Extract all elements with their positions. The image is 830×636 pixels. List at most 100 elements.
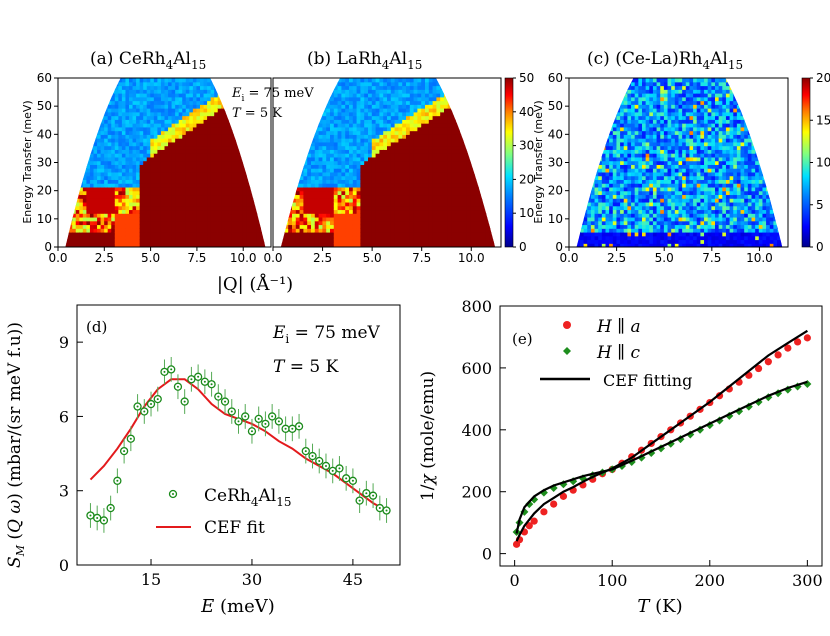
heatmap-cell bbox=[121, 168, 127, 173]
heatmap-cell bbox=[352, 198, 358, 203]
heatmap-cell bbox=[280, 235, 282, 241]
heatmap-cell bbox=[200, 183, 205, 188]
heatmap-cell bbox=[398, 228, 403, 233]
heatmap-cell bbox=[121, 93, 127, 98]
heatmap-cell bbox=[160, 156, 166, 162]
heatmap-cell bbox=[390, 123, 396, 128]
heatmap-cell bbox=[136, 78, 141, 83]
heatmap-cell bbox=[394, 164, 399, 169]
heatmap-cell bbox=[178, 224, 183, 229]
heatmap-cell bbox=[341, 231, 346, 237]
heatmap-cell bbox=[428, 190, 434, 196]
heatmap-cell bbox=[89, 194, 95, 199]
heatmap-cell bbox=[444, 119, 449, 124]
heatmap-cell bbox=[139, 243, 144, 247]
heatmap-cell bbox=[72, 216, 77, 222]
heatmap-cell bbox=[150, 93, 155, 98]
heatmap-cell bbox=[175, 186, 180, 192]
heatmap-cell bbox=[217, 168, 222, 173]
heatmap-cell bbox=[455, 175, 460, 180]
heatmap-cell bbox=[178, 231, 183, 237]
heatmap-cell bbox=[299, 160, 304, 165]
heatmap-cell bbox=[114, 209, 119, 214]
heatmap-cell bbox=[139, 78, 144, 83]
heatmap-panel-a: (a) CeRh4Al15 0.0 2.5 5.0 7.5 10.00102030405… bbox=[21, 49, 314, 265]
heatmap-cell bbox=[387, 213, 392, 218]
heatmap-cell bbox=[104, 209, 109, 214]
heatmap-cell bbox=[447, 153, 453, 158]
heatmap-cell bbox=[387, 89, 392, 94]
heatmap-cell bbox=[97, 220, 102, 226]
heatmap-cell bbox=[249, 243, 254, 247]
heatmap-cell bbox=[242, 126, 247, 132]
heatmap-cell bbox=[299, 149, 304, 154]
heatmap-cell bbox=[406, 228, 411, 233]
heatmap-cell bbox=[157, 149, 162, 154]
heatmap-cell bbox=[129, 123, 134, 128]
heatmap-cell bbox=[139, 119, 144, 124]
heatmap-cell bbox=[447, 160, 453, 165]
heatmap-cell bbox=[143, 171, 148, 177]
heatmap-cell bbox=[114, 85, 119, 90]
heatmap-cell bbox=[337, 239, 342, 244]
heatmap-cell bbox=[82, 183, 87, 188]
heatmap-cell bbox=[72, 205, 77, 211]
heatmap-cell bbox=[185, 115, 190, 120]
heatmap-cell bbox=[379, 115, 384, 120]
heatmap-cell bbox=[345, 235, 350, 241]
heatmap-cell bbox=[371, 164, 377, 169]
heatmap-cell bbox=[352, 168, 358, 173]
heatmap-cell bbox=[160, 115, 166, 120]
heatmap-cell bbox=[364, 179, 369, 184]
heatmap-cell bbox=[58, 82, 62, 86]
heatmap-cell bbox=[284, 179, 289, 184]
heatmap-cell bbox=[432, 138, 437, 143]
heatmap-cell bbox=[111, 220, 116, 226]
heatmap-cell bbox=[100, 175, 105, 180]
heatmap-cell bbox=[185, 160, 190, 165]
heatmap-cell bbox=[314, 168, 320, 173]
heatmap-cell bbox=[210, 231, 215, 237]
heatmap-cell bbox=[72, 194, 77, 199]
heatmap-cell bbox=[337, 201, 342, 207]
heatmap-cell bbox=[371, 89, 377, 94]
heatmap-cell bbox=[235, 183, 240, 188]
heatmap-cell bbox=[182, 190, 187, 196]
heatmap-cell bbox=[368, 93, 373, 98]
heatmap-cell bbox=[356, 228, 361, 233]
heatmap-cell bbox=[371, 119, 377, 124]
heatmap-cell bbox=[72, 243, 77, 247]
heatmap-cell bbox=[295, 164, 301, 169]
heatmap-cell bbox=[242, 205, 247, 211]
heatmap-cell bbox=[68, 205, 73, 211]
heatmap-cell bbox=[352, 235, 358, 241]
heatmap-cell bbox=[463, 224, 468, 229]
heatmap-cell bbox=[224, 186, 229, 192]
heatmap-cell bbox=[86, 243, 91, 247]
heatmap-cell bbox=[402, 175, 407, 180]
heatmap-cell bbox=[311, 228, 316, 233]
heatmap-cell bbox=[364, 239, 369, 244]
heatmap-cell bbox=[444, 108, 449, 113]
heatmap-cell bbox=[114, 213, 119, 218]
heatmap-cell bbox=[200, 175, 205, 180]
heatmap-cell bbox=[337, 231, 342, 237]
heatmap-cell bbox=[295, 228, 301, 233]
heatmap-cell bbox=[111, 164, 116, 169]
heatmap-cell bbox=[413, 216, 418, 222]
heatmap-cell bbox=[68, 198, 73, 203]
heatmap-cell bbox=[217, 220, 222, 226]
heatmap-cell bbox=[221, 149, 226, 154]
heatmap-cell bbox=[171, 123, 176, 128]
heatmap-cell bbox=[326, 89, 331, 94]
heatmap-cell bbox=[440, 213, 445, 218]
heatmap-cell bbox=[371, 209, 377, 214]
heatmap-cell bbox=[121, 156, 127, 162]
heatmap-cell bbox=[288, 179, 293, 184]
heatmap-cell bbox=[425, 190, 430, 196]
heatmap-cell bbox=[284, 153, 289, 158]
heatmap-cell bbox=[100, 149, 105, 154]
heatmap-cell bbox=[303, 220, 308, 226]
heatmap-cell bbox=[100, 145, 105, 150]
heatmap-cell bbox=[299, 239, 304, 244]
